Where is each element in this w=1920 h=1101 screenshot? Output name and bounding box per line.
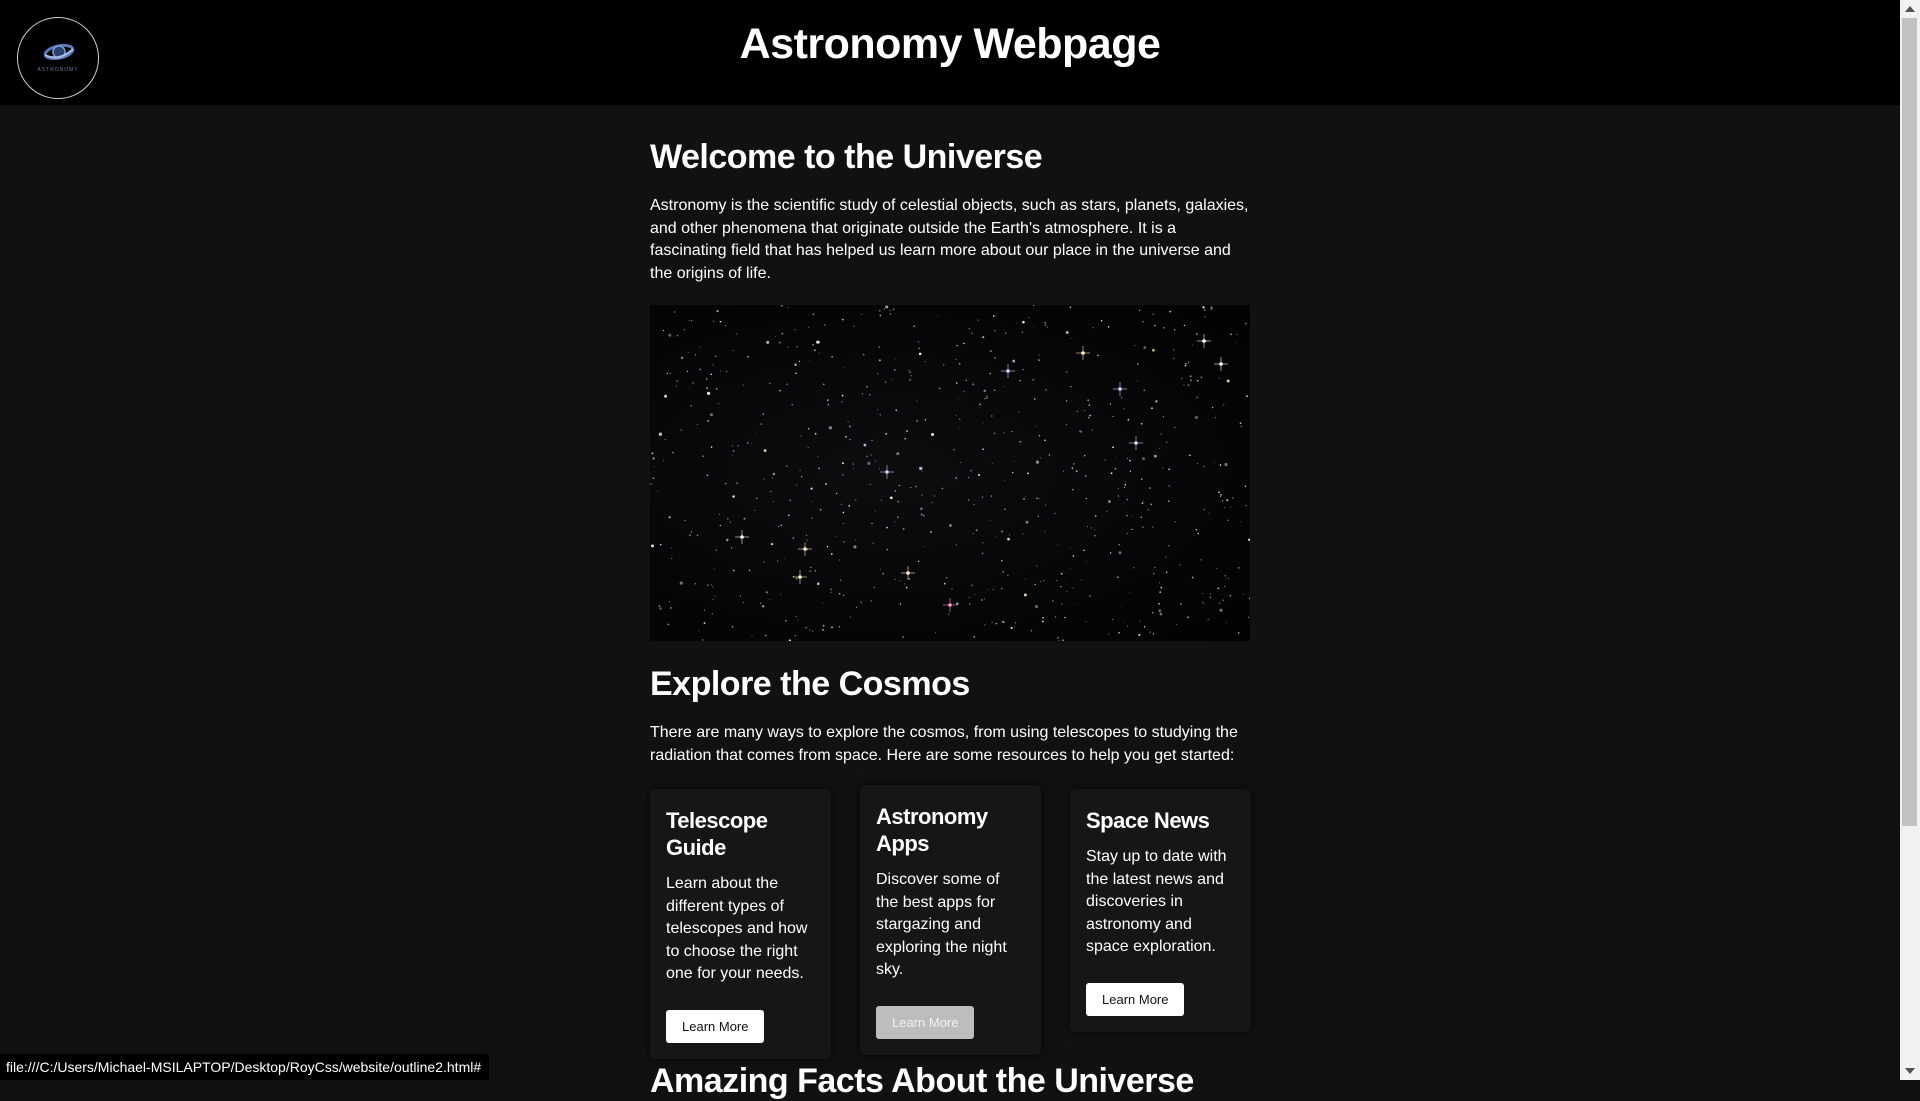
resource-cards: Telescope Guide Learn about the differen… [650,785,1251,1067]
card-title: Space News [1086,808,1210,833]
starfield-image [650,305,1250,641]
status-bar-url: file:///C:/Users/Michael-MSILAPTOP/Deskt… [0,1054,490,1080]
card-text: Stay up to date with the latest news and… [1086,848,1227,955]
explore-text: There are many ways to explore the cosmo… [650,724,1238,764]
card-space-news: Space News Stay up to date with the late… [1070,789,1251,1032]
card-title: Telescope Guide [666,808,768,860]
learn-more-button[interactable]: Learn More [666,1009,765,1043]
site-title: Astronomy Webpage [739,20,1161,68]
saturn-icon [43,43,75,61]
scroll-up-icon[interactable] [1905,6,1915,12]
welcome-text: Astronomy is the scientific study of cel… [650,197,1249,282]
card-text: Learn about the different types of teles… [666,875,808,982]
card-telescope-guide: Telescope Guide Learn about the differen… [650,789,831,1059]
card-text: Discover some of the best apps for starg… [876,871,1007,978]
card-astronomy-apps: Astronomy Apps Discover some of the best… [860,785,1041,1055]
learn-more-button[interactable]: Learn More [876,1005,975,1039]
logo-text: ASTRONOMY [37,67,79,73]
site-logo[interactable]: ASTRONOMY [17,17,99,99]
site-header: ASTRONOMY Astronomy Webpage [0,0,1900,105]
scrollbar-thumb[interactable] [1902,18,1917,826]
facts-heading: Amazing Facts About the Universe [650,1062,1194,1100]
learn-more-button[interactable]: Learn More [1086,982,1185,1016]
scroll-down-icon[interactable] [1905,1068,1915,1074]
main-content: Welcome to the Universe Astronomy is the… [650,138,1251,1067]
welcome-heading: Welcome to the Universe [650,138,1043,176]
explore-heading: Explore the Cosmos [650,665,970,703]
vertical-scrollbar[interactable] [1900,0,1920,1080]
card-title: Astronomy Apps [876,804,988,856]
